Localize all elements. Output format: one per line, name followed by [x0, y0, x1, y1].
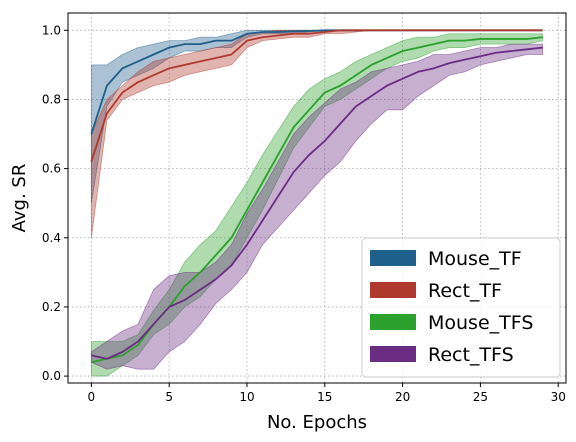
legend-label-mouse-tf: Mouse_TF — [428, 248, 522, 270]
y-tick-label: 0.2 — [42, 300, 61, 314]
line-rect-tfs — [91, 46, 543, 360]
y-tick-label: 0.6 — [42, 162, 61, 176]
y-tick-label: 0.0 — [42, 369, 61, 383]
line-rect-tf — [90, 29, 543, 162]
legend-swatch-mouse-tf — [370, 250, 416, 266]
legend: Mouse_TF Rect_TF Mouse_TFS Rect_TFS — [361, 237, 561, 378]
x-tick-label: 20 — [395, 390, 410, 404]
axis-ticks: 0 5 10 15 20 25 30 0.0 0.2 0.4 0.6 0.8 1.0 — [42, 23, 566, 404]
legend-swatch-rect-tf — [370, 282, 416, 298]
x-tick-label: 5 — [165, 390, 173, 404]
x-tick-label: 25 — [473, 390, 488, 404]
legend-label-rect-tf: Rect_TF — [428, 280, 502, 302]
legend-box — [361, 237, 561, 378]
plot-frame — [67, 12, 567, 384]
x-axis-title: No. Epochs — [267, 412, 367, 433]
legend-label-rect-tfs: Rect_TFS — [428, 344, 514, 366]
y-tick-label: 0.4 — [42, 231, 61, 245]
legend-swatch-mouse-tfs — [370, 314, 416, 330]
x-tick-label: 10 — [239, 390, 254, 404]
legend-label-mouse-tfs: Mouse_TFS — [428, 312, 533, 334]
y-tick-label: 0.8 — [42, 92, 61, 106]
x-tick-label: 15 — [317, 390, 332, 404]
x-tick-label: 0 — [88, 390, 96, 404]
series-lines — [90, 29, 543, 364]
y-axis-title: Avg. SR — [9, 164, 30, 233]
legend-swatch-rect-tfs — [370, 346, 416, 362]
y-tick-label: 1.0 — [42, 23, 61, 37]
x-tick-label: 30 — [551, 390, 566, 404]
